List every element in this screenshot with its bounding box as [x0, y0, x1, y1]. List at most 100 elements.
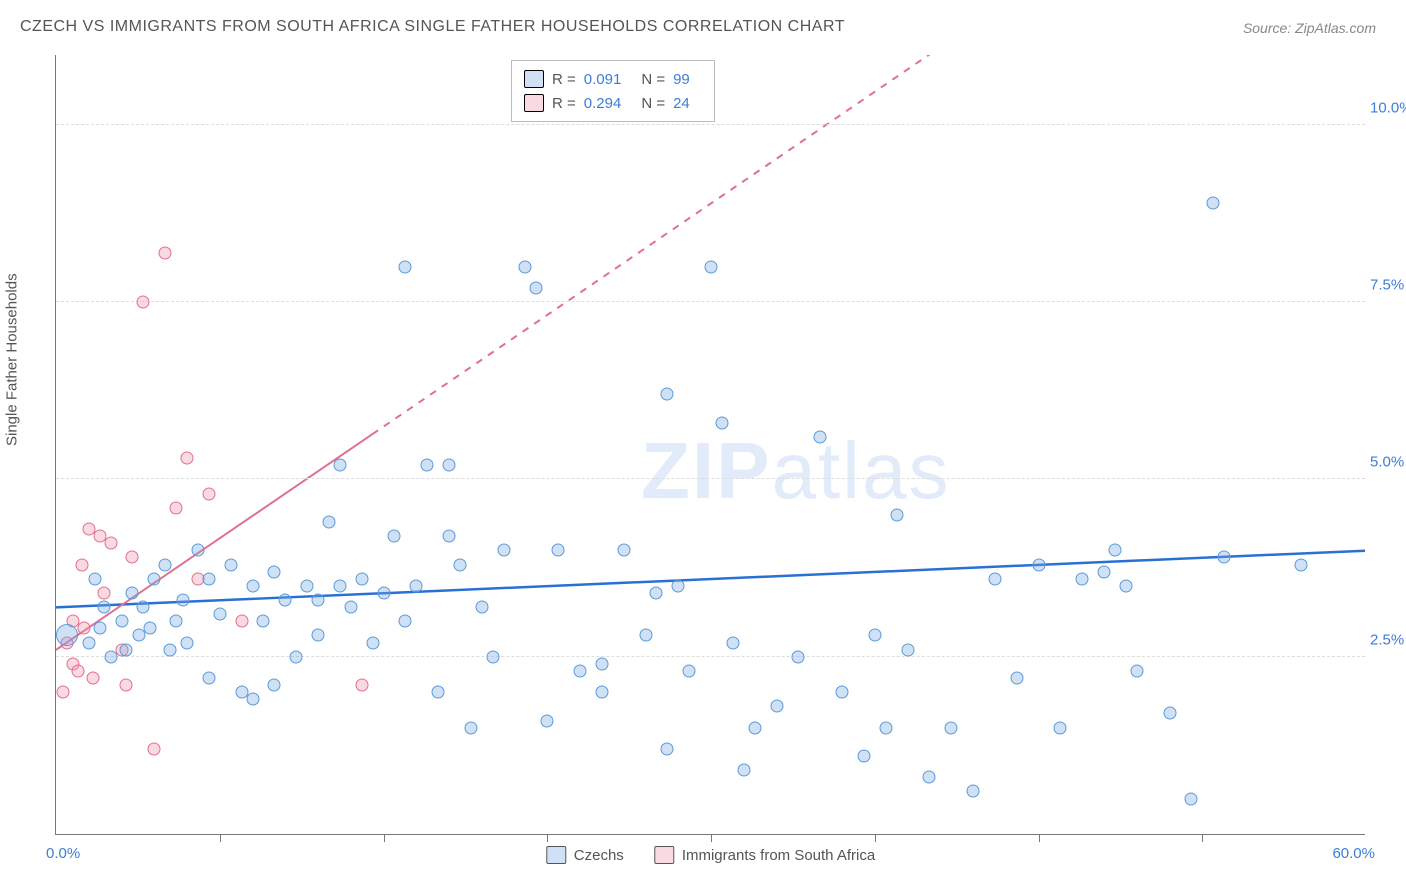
scatter-point-blue: [410, 579, 423, 592]
legend-item-blue: Czechs: [546, 846, 624, 864]
scatter-point-blue: [1108, 544, 1121, 557]
scatter-point-blue: [56, 624, 78, 646]
scatter-point-blue: [726, 636, 739, 649]
scatter-point-pink: [76, 558, 89, 571]
scatter-point-pink: [202, 487, 215, 500]
x-tick: [711, 834, 712, 842]
scatter-point-blue: [1294, 558, 1307, 571]
scatter-point-blue: [552, 544, 565, 557]
n-value: 24: [673, 95, 690, 112]
scatter-point-blue: [770, 700, 783, 713]
scatter-point-blue: [421, 459, 434, 472]
legend-swatch-blue: [524, 70, 544, 88]
scatter-point-pink: [148, 742, 161, 755]
scatter-point-blue: [443, 530, 456, 543]
gridline-h: [56, 478, 1365, 479]
scatter-point-blue: [98, 601, 111, 614]
scatter-point-blue: [82, 636, 95, 649]
scatter-point-blue: [1010, 672, 1023, 685]
scatter-point-blue: [1185, 792, 1198, 805]
scatter-point-blue: [890, 508, 903, 521]
scatter-point-blue: [574, 664, 587, 677]
scatter-point-pink: [170, 501, 183, 514]
scatter-point-blue: [443, 459, 456, 472]
scatter-point-blue: [879, 721, 892, 734]
scatter-point-blue: [595, 686, 608, 699]
scatter-point-pink: [104, 537, 117, 550]
scatter-point-blue: [388, 530, 401, 543]
scatter-point-blue: [519, 260, 532, 273]
scatter-point-blue: [312, 594, 325, 607]
scatter-point-blue: [945, 721, 958, 734]
gridline-h: [56, 301, 1365, 302]
scatter-point-blue: [650, 586, 663, 599]
scatter-point-blue: [715, 416, 728, 429]
scatter-point-blue: [246, 693, 259, 706]
scatter-point-blue: [126, 586, 139, 599]
scatter-point-blue: [595, 657, 608, 670]
scatter-point-blue: [224, 558, 237, 571]
scatter-point-blue: [148, 572, 161, 585]
scatter-point-blue: [257, 615, 270, 628]
scatter-point-blue: [836, 686, 849, 699]
x-axis-min-label: 0.0%: [46, 845, 80, 862]
scatter-point-pink: [56, 686, 69, 699]
scatter-point-blue: [344, 601, 357, 614]
legend-swatch-pink: [524, 94, 544, 112]
scatter-point-blue: [176, 594, 189, 607]
gridline-h: [56, 656, 1365, 657]
scatter-point-blue: [163, 643, 176, 656]
y-tick-label: 7.5%: [1370, 277, 1406, 294]
scatter-point-blue: [672, 579, 685, 592]
legend-stat-row: R =0.091N =99: [524, 67, 702, 91]
y-tick-label: 5.0%: [1370, 454, 1406, 471]
source-label: Source: ZipAtlas.com: [1243, 20, 1376, 36]
x-tick: [220, 834, 221, 842]
legend-stats-box: R =0.091N =99R =0.294N =24: [511, 60, 715, 122]
scatter-point-blue: [119, 643, 132, 656]
scatter-point-blue: [868, 629, 881, 642]
scatter-point-blue: [901, 643, 914, 656]
scatter-point-blue: [1119, 579, 1132, 592]
y-tick-label: 2.5%: [1370, 631, 1406, 648]
scatter-point-blue: [1076, 572, 1089, 585]
scatter-point-pink: [235, 615, 248, 628]
scatter-point-blue: [366, 636, 379, 649]
scatter-point-blue: [464, 721, 477, 734]
scatter-point-blue: [322, 516, 335, 529]
scatter-point-pink: [71, 664, 84, 677]
scatter-point-blue: [1207, 196, 1220, 209]
scatter-point-blue: [988, 572, 1001, 585]
scatter-point-pink: [87, 672, 100, 685]
scatter-point-blue: [1130, 664, 1143, 677]
plot-area: ZIPatlas R =0.091N =99R =0.294N =24 0.0%…: [55, 55, 1365, 835]
scatter-point-blue: [1218, 551, 1231, 564]
scatter-point-blue: [530, 282, 543, 295]
scatter-point-blue: [104, 650, 117, 663]
r-label: R =: [552, 71, 576, 88]
scatter-point-blue: [737, 764, 750, 777]
scatter-point-blue: [923, 771, 936, 784]
scatter-point-blue: [377, 586, 390, 599]
scatter-point-blue: [89, 572, 102, 585]
scatter-point-pink: [159, 246, 172, 259]
scatter-point-blue: [1054, 721, 1067, 734]
scatter-point-blue: [213, 608, 226, 621]
scatter-point-pink: [98, 586, 111, 599]
legend-swatch-blue: [546, 846, 566, 864]
scatter-point-blue: [115, 615, 128, 628]
scatter-point-blue: [290, 650, 303, 663]
r-value: 0.294: [584, 95, 622, 112]
watermark-rest: atlas: [771, 426, 950, 515]
scatter-point-pink: [181, 452, 194, 465]
scatter-point-blue: [246, 579, 259, 592]
watermark-bold: ZIP: [641, 426, 771, 515]
scatter-point-blue: [617, 544, 630, 557]
scatter-point-blue: [268, 679, 281, 692]
scatter-point-blue: [191, 544, 204, 557]
legend-stat-row: R =0.294N =24: [524, 91, 702, 115]
scatter-point-blue: [202, 672, 215, 685]
legend-item-pink: Immigrants from South Africa: [654, 846, 875, 864]
scatter-point-blue: [333, 579, 346, 592]
scatter-point-blue: [312, 629, 325, 642]
